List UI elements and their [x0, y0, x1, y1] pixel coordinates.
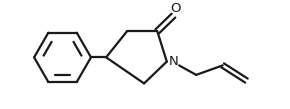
Text: N: N	[168, 55, 178, 68]
Text: O: O	[170, 2, 181, 15]
